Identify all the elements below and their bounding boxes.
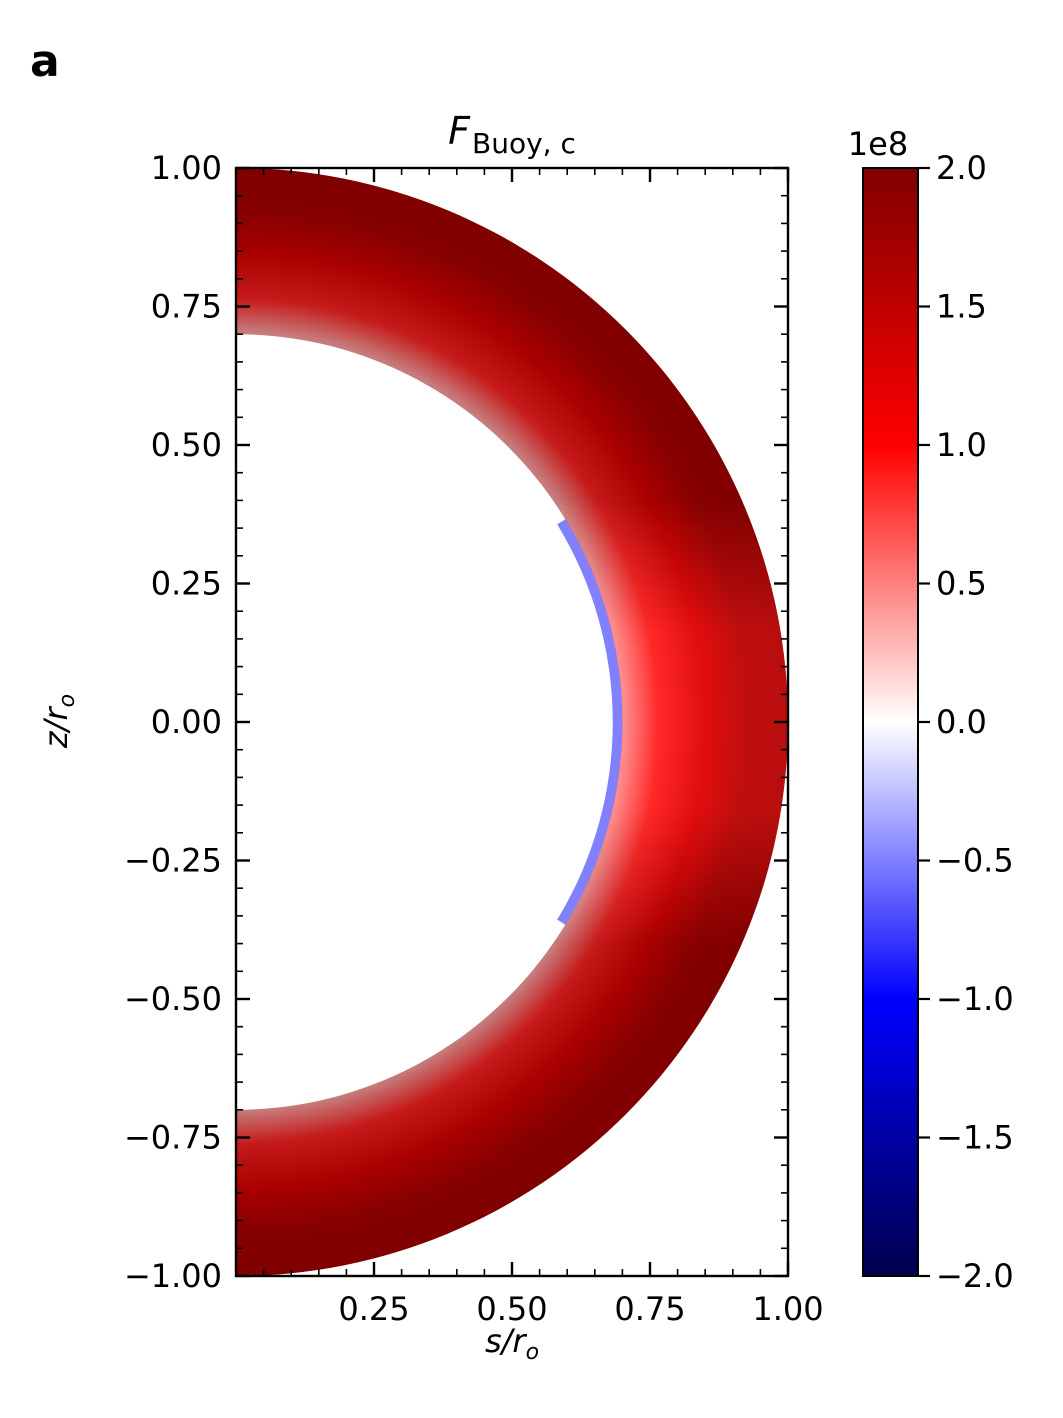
colorbar-tick-label: −1.5 <box>936 1119 1014 1157</box>
colorbar-offset-label: 1e8 <box>848 125 908 163</box>
colorbar-tick-label: 0.0 <box>936 703 987 741</box>
x-tick-label: 1.00 <box>752 1290 823 1328</box>
heatmap-equatorial-band <box>236 168 788 1276</box>
colorbar-tick-label: 2.0 <box>936 149 987 187</box>
y-axis-label: z/ro <box>37 694 80 749</box>
x-tick-label: 0.75 <box>614 1290 685 1328</box>
y-axis: 1.00 0.75 0.50 0.25 0.00 −0.25 −0.50 −0.75 −1.00 <box>124 149 788 1295</box>
y-tick-label: −0.50 <box>124 980 222 1018</box>
colorbar-tick-label: 1.5 <box>936 288 987 326</box>
y-tick-label: 0.00 <box>151 703 222 741</box>
chart-title: FBuoy, c <box>448 109 576 160</box>
y-tick-label: −1.00 <box>124 1257 222 1295</box>
x-tick-label: 0.25 <box>338 1290 409 1328</box>
colorbar-tick-label: −0.5 <box>936 842 1014 880</box>
colorbar-tick-label: 1.0 <box>936 426 987 464</box>
y-tick-label: 0.75 <box>151 288 222 326</box>
y-tick-label: 0.25 <box>151 565 222 603</box>
heatmap-negative-region <box>557 519 623 925</box>
x-axis: 0.25 0.50 0.75 1.00 <box>262 168 824 1328</box>
colorbar-tick-label: −2.0 <box>936 1257 1014 1295</box>
colorbar-tick-label: −1.0 <box>936 980 1014 1018</box>
colorbar <box>863 168 918 1276</box>
x-axis-label: s/ro <box>485 1322 539 1365</box>
y-tick-label: −0.25 <box>124 842 222 880</box>
x-tick-label: 0.50 <box>476 1290 547 1328</box>
panel-label: a <box>30 36 60 87</box>
y-tick-label: −0.75 <box>124 1119 222 1157</box>
colorbar-tick-label: 0.5 <box>936 565 987 603</box>
y-tick-label: 1.00 <box>151 149 222 187</box>
heatmap-plot <box>236 168 788 1276</box>
colorbar-axis: 2.0 1.5 1.0 0.5 0.0 −0.5 −1.0 −1.5 −2.0 <box>918 149 1014 1295</box>
y-tick-label: 0.50 <box>151 426 222 464</box>
